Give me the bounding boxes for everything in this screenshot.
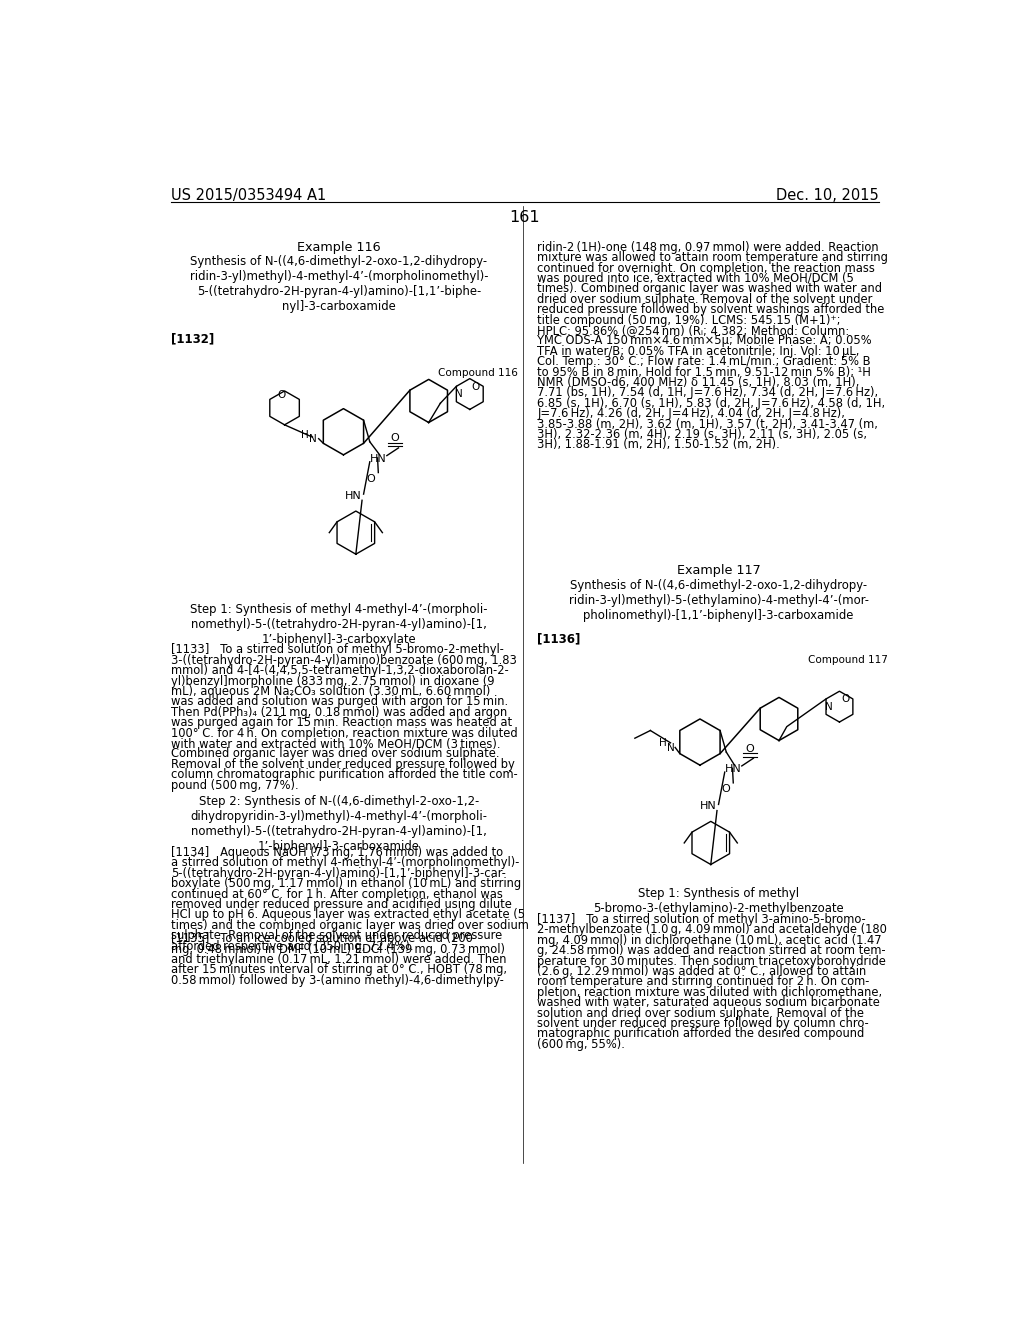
Text: and triethylamine (0.17 mL, 1.21 mmol) were added. Then: and triethylamine (0.17 mL, 1.21 mmol) w…: [171, 953, 506, 966]
Text: matographic purification afforded the desired compound: matographic purification afforded the de…: [538, 1027, 864, 1040]
Text: J=7.6 Hz), 4.26 (d, 2H, J=4 Hz), 4.04 (d, 2H, J=4.8 Hz),: J=7.6 Hz), 4.26 (d, 2H, J=4 Hz), 4.04 (d…: [538, 407, 845, 420]
Text: Combined organic layer was dried over sodium sulphate.: Combined organic layer was dried over so…: [171, 747, 499, 760]
Text: Synthesis of N-((4,6-dimethyl-2-oxo-1,2-dihydropy-
ridin-3-yl)methyl)-5-(ethylam: Synthesis of N-((4,6-dimethyl-2-oxo-1,2-…: [568, 578, 868, 622]
Text: title compound (50 mg, 19%). LCMS: 545.15 (M+1)⁺;: title compound (50 mg, 19%). LCMS: 545.1…: [538, 314, 841, 326]
Text: solvent under reduced pressure followed by column chro-: solvent under reduced pressure followed …: [538, 1016, 869, 1030]
Text: (2.6 g, 12.29 mmol) was added at 0° C., allowed to attain: (2.6 g, 12.29 mmol) was added at 0° C., …: [538, 965, 866, 978]
Text: Step 2: Synthesis of N-((4,6-dimethyl-2-oxo-1,2-
dihydropyridin-3-yl)methyl)-4-m: Step 2: Synthesis of N-((4,6-dimethyl-2-…: [190, 795, 487, 853]
Text: 3.85-3.88 (m, 2H), 3.62 (m, 1H), 3.57 (t, 2H), 3.41-3.47 (m,: 3.85-3.88 (m, 2H), 3.62 (m, 1H), 3.57 (t…: [538, 417, 878, 430]
Text: removed under reduced pressure and acidified using dilute: removed under reduced pressure and acidi…: [171, 898, 512, 911]
Text: Compound 116: Compound 116: [438, 368, 518, 378]
Text: solution and dried over sodium sulphate. Removal of the: solution and dried over sodium sulphate.…: [538, 1007, 864, 1019]
Text: pound (500 mg, 77%).: pound (500 mg, 77%).: [171, 779, 298, 792]
Text: column chromatographic purification afforded the title com-: column chromatographic purification affo…: [171, 768, 517, 781]
Text: Step 1: Synthesis of methyl 4-methyl-4’-(morpholi-
nomethyl)-5-((tetrahydro-2H-p: Step 1: Synthesis of methyl 4-methyl-4’-…: [190, 603, 487, 645]
Text: afforded respective acid (350 mg, 72.4%).: afforded respective acid (350 mg, 72.4%)…: [171, 940, 413, 953]
Text: 0.58 mmol) followed by 3-(amino methyl)-4,6-dimethylpy-: 0.58 mmol) followed by 3-(amino methyl)-…: [171, 974, 504, 987]
Text: Step 1: Synthesis of methyl
5-bromo-3-(ethylamino)-2-methylbenzoate: Step 1: Synthesis of methyl 5-bromo-3-(e…: [593, 887, 844, 915]
Text: times). Combined organic layer was washed with water and: times). Combined organic layer was washe…: [538, 282, 883, 296]
Text: HPLC: 95.86% (@254 nm) (Rᵢ; 4.382; Method: Column:: HPLC: 95.86% (@254 nm) (Rᵢ; 4.382; Metho…: [538, 323, 850, 337]
Text: continued at 60° C. for 1 h. After completion, ethanol was: continued at 60° C. for 1 h. After compl…: [171, 887, 503, 900]
Text: O: O: [745, 743, 754, 754]
Text: 161: 161: [510, 210, 540, 224]
Text: room temperature and stirring continued for 2 h. On com-: room temperature and stirring continued …: [538, 975, 869, 989]
Text: HN: HN: [370, 454, 386, 465]
Text: a stirred solution of methyl 4-methyl-4’-(morpholinomethyl)-: a stirred solution of methyl 4-methyl-4’…: [171, 857, 519, 870]
Text: N: N: [825, 702, 833, 711]
Text: 3-((tetrahydro-2H-pyran-4-yl)amino)benzoate (600 mg, 1.83: 3-((tetrahydro-2H-pyran-4-yl)amino)benzo…: [171, 653, 516, 667]
Text: (600 mg, 55%).: (600 mg, 55%).: [538, 1038, 625, 1051]
Text: mmol) and 4-[4-(4,4,5,5-tetramethyl-1,3,2-dioxaborolan-2-: mmol) and 4-[4-(4,4,5,5-tetramethyl-1,3,…: [171, 664, 508, 677]
Text: yl)benzyl]morpholine (833 mg, 2.75 mmol) in dioxane (9: yl)benzyl]morpholine (833 mg, 2.75 mmol)…: [171, 675, 495, 688]
Text: mL), aqueous 2M Na₂CO₃ solution (3.30 mL, 6.60 mmol): mL), aqueous 2M Na₂CO₃ solution (3.30 mL…: [171, 685, 490, 698]
Text: N: N: [308, 434, 316, 444]
Text: O: O: [390, 433, 399, 444]
Text: sulphate. Removal of the solvent under reduced pressure: sulphate. Removal of the solvent under r…: [171, 929, 502, 942]
Text: US 2015/0353494 A1: US 2015/0353494 A1: [171, 187, 326, 203]
Text: 100° C. for 4 h. On completion, reaction mixture was diluted: 100° C. for 4 h. On completion, reaction…: [171, 726, 517, 739]
Text: TFA in water/B; 0.05% TFA in acetonitrile; Inj. Vol: 10 μL,: TFA in water/B; 0.05% TFA in acetonitril…: [538, 345, 859, 358]
Text: HN: HN: [700, 801, 717, 812]
Text: with water and extracted with 10% MeOH/DCM (3 times).: with water and extracted with 10% MeOH/D…: [171, 737, 500, 750]
Text: was added and solution was purged with argon for 15 min.: was added and solution was purged with a…: [171, 696, 508, 709]
Text: YMC ODS-A 150 mm×4.6 mm×5μ; Mobile Phase: A; 0.05%: YMC ODS-A 150 mm×4.6 mm×5μ; Mobile Phase…: [538, 334, 871, 347]
Text: 3H), 2.32-2.36 (m, 4H), 2.19 (s, 3H), 2.11 (s, 3H), 2.05 (s,: 3H), 2.32-2.36 (m, 4H), 2.19 (s, 3H), 2.…: [538, 428, 867, 441]
Text: O: O: [721, 784, 730, 795]
Text: ridin-2 (1H)-one (148 mg, 0.97 mmol) were added. Reaction: ridin-2 (1H)-one (148 mg, 0.97 mmol) wer…: [538, 240, 879, 253]
Text: Example 117: Example 117: [677, 564, 761, 577]
Text: 7.71 (bs, 1H), 7.54 (d, 1H, J=7.6 Hz), 7.34 (d, 2H, J=7.6 Hz),: 7.71 (bs, 1H), 7.54 (d, 1H, J=7.6 Hz), 7…: [538, 387, 879, 400]
Text: Removal of the solvent under reduced pressure followed by: Removal of the solvent under reduced pre…: [171, 758, 514, 771]
Text: Then Pd(PPh₃)₄ (211 mg, 0.18 mmol) was added and argon: Then Pd(PPh₃)₄ (211 mg, 0.18 mmol) was a…: [171, 706, 507, 719]
Text: dried over sodium sulphate. Removal of the solvent under: dried over sodium sulphate. Removal of t…: [538, 293, 872, 306]
Text: Col. Temp.: 30° C.; Flow rate: 1.4 mL/min.; Gradient: 5% B: Col. Temp.: 30° C.; Flow rate: 1.4 mL/mi…: [538, 355, 870, 368]
Text: O: O: [278, 391, 286, 400]
Text: 6.85 (s, 1H), 6.70 (s, 1H), 5.83 (d, 2H, J=7.6 Hz), 4.58 (d, 1H,: 6.85 (s, 1H), 6.70 (s, 1H), 5.83 (d, 2H,…: [538, 397, 886, 409]
Text: after 15 minutes interval of stirring at 0° C., HOBT (78 mg,: after 15 minutes interval of stirring at…: [171, 964, 507, 977]
Text: [1137]   To a stirred solution of methyl 3-amino-5-bromo-: [1137] To a stirred solution of methyl 3…: [538, 913, 866, 927]
Text: reduced pressure followed by solvent washings afforded the: reduced pressure followed by solvent was…: [538, 304, 885, 317]
Text: N: N: [456, 389, 463, 400]
Text: Compound 117: Compound 117: [809, 655, 889, 665]
Text: 2-methylbenzoate (1.0 g, 4.09 mmol) and acetaldehyde (180: 2-methylbenzoate (1.0 g, 4.09 mmol) and …: [538, 924, 887, 936]
Text: HCl up to pH 6. Aqueous layer was extracted ethyl acetate (5: HCl up to pH 6. Aqueous layer was extrac…: [171, 908, 524, 921]
Text: HN: HN: [725, 764, 741, 775]
Text: [1133]   To a stirred solution of methyl 5-bromo-2-methyl-: [1133] To a stirred solution of methyl 5…: [171, 644, 504, 656]
Text: mg, 0.48 mmol) in DMF (10 mL) EDCl (139 mg, 0.73 mmol): mg, 0.48 mmol) in DMF (10 mL) EDCl (139 …: [171, 942, 505, 956]
Text: times) and the combined organic layer was dried over sodium: times) and the combined organic layer wa…: [171, 919, 528, 932]
Text: mixture was allowed to attain room temperature and stirring: mixture was allowed to attain room tempe…: [538, 251, 888, 264]
Text: N: N: [667, 743, 675, 752]
Text: 5-((tetrahydro-2H-pyran-4-yl)amino)-[1,1’-biphenyl]-3-car-: 5-((tetrahydro-2H-pyran-4-yl)amino)-[1,1…: [171, 867, 506, 880]
Text: O: O: [841, 694, 849, 705]
Text: Synthesis of N-((4,6-dimethyl-2-oxo-1,2-dihydropy-
ridin-3-yl)methyl)-4-methyl-4: Synthesis of N-((4,6-dimethyl-2-oxo-1,2-…: [189, 255, 488, 313]
Text: was poured into ice, extracted with 10% MeOH/DCM (5: was poured into ice, extracted with 10% …: [538, 272, 854, 285]
Text: g, 24.58 mmol) was added and reaction stirred at room tem-: g, 24.58 mmol) was added and reaction st…: [538, 944, 886, 957]
Text: H: H: [301, 430, 308, 440]
Text: [1136]: [1136]: [538, 632, 581, 645]
Text: was purged again for 15 min. Reaction mass was heated at: was purged again for 15 min. Reaction ma…: [171, 717, 512, 729]
Text: boxylate (500 mg, 1.17 mmol) in ethanol (10 mL) and stirring: boxylate (500 mg, 1.17 mmol) in ethanol …: [171, 878, 521, 890]
Text: washed with water, saturated aqueous sodium bicarbonate: washed with water, saturated aqueous sod…: [538, 997, 880, 1010]
Text: HN: HN: [345, 491, 361, 502]
Text: Example 116: Example 116: [297, 240, 381, 253]
Text: O: O: [471, 381, 479, 392]
Text: O: O: [367, 474, 375, 484]
Text: H: H: [658, 738, 667, 748]
Text: pletion, reaction mixture was diluted with dichloromethane,: pletion, reaction mixture was diluted wi…: [538, 986, 883, 999]
Text: continued for overnight. On completion, the reaction mass: continued for overnight. On completion, …: [538, 261, 876, 275]
Text: [1135]   To an ice cooled solution of above acid (200: [1135] To an ice cooled solution of abov…: [171, 932, 472, 945]
Text: [1132]: [1132]: [171, 333, 214, 346]
Text: perature for 30 minutes. Then sodium triacetoxyborohydride: perature for 30 minutes. Then sodium tri…: [538, 954, 886, 968]
Text: Dec. 10, 2015: Dec. 10, 2015: [776, 187, 879, 203]
Text: 3H), 1.88-1.91 (m, 2H), 1.50-1.52 (m, 2H).: 3H), 1.88-1.91 (m, 2H), 1.50-1.52 (m, 2H…: [538, 438, 780, 451]
Text: [1134]   Aqueous NaOH (73 mg, 1.76 mmol) was added to: [1134] Aqueous NaOH (73 mg, 1.76 mmol) w…: [171, 846, 503, 859]
Text: NMR (DMSO-d6, 400 MHz) δ 11.45 (s, 1H), 8.03 (m, 1H),: NMR (DMSO-d6, 400 MHz) δ 11.45 (s, 1H), …: [538, 376, 859, 389]
Text: mg, 4.09 mmol) in dichloroethane (10 mL), acetic acid (1.47: mg, 4.09 mmol) in dichloroethane (10 mL)…: [538, 933, 882, 946]
Text: to 95% B in 8 min, Hold for 1.5 min, 9.51-12 min 5% B); ¹H: to 95% B in 8 min, Hold for 1.5 min, 9.5…: [538, 366, 871, 379]
